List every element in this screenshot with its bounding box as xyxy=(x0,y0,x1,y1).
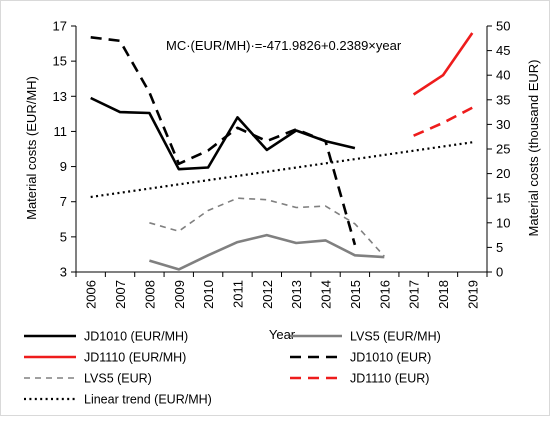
y-left-tick-label: 7 xyxy=(60,194,67,209)
x-tick-label: 2016 xyxy=(377,280,392,309)
series-layer xyxy=(90,32,474,271)
x-tick-label: 2018 xyxy=(436,280,451,309)
legend-label-lvs5-eur-mh: LVS5 (EUR/MH) xyxy=(350,330,441,344)
x-axis-title: Year xyxy=(269,327,296,342)
legend-label-lvs5-eur: LVS5 (EUR) xyxy=(84,372,152,386)
x-tick-label: 2008 xyxy=(142,280,157,309)
trend-equation: MC·(EUR/MH)·=-471.9826+0.2389×year xyxy=(166,38,402,53)
x-tick-label: 2011 xyxy=(230,280,245,308)
y-right-tick-label: 0 xyxy=(496,265,503,280)
y-axis-right-title: Material costs (thousand EUR) xyxy=(526,59,541,236)
y-right-tick-label: 25 xyxy=(496,142,510,157)
legend-label-jd1010-eur-mh: JD1010 (EUR/MH) xyxy=(84,330,188,344)
y-left-tick-label: 15 xyxy=(53,54,67,69)
x-tick-label: 2007 xyxy=(113,280,128,309)
y-right-tick-label: 35 xyxy=(496,92,510,107)
y-right-tick-label: 20 xyxy=(496,166,510,181)
x-tick-label: 2019 xyxy=(465,280,480,309)
legend-label-jd1110-eur-mh: JD1110 (EUR/MH) xyxy=(84,351,186,365)
y-left-tick-label: 3 xyxy=(60,265,67,280)
series-line-jd1010-eur xyxy=(90,36,357,246)
x-tick-label: 2014 xyxy=(319,280,334,309)
legend-label-linear-trend-eur-mh: Linear trend (EUR/MH) xyxy=(84,393,212,407)
series-line-lvs5-eur xyxy=(149,197,385,257)
x-tick-label: 2013 xyxy=(289,280,304,309)
series-line-jd1110-eur-mh xyxy=(412,32,474,96)
legend: JD1010 (EUR/MH) LVS5 (EUR/MH) JD1110 (EUR/… xyxy=(24,330,441,407)
y-right-tick-label: 45 xyxy=(496,43,510,58)
legend-label-jd1010-eur: JD1010 (EUR) xyxy=(350,351,431,365)
y-left-tick-label: 13 xyxy=(53,89,67,104)
y-left-tick-label: 17 xyxy=(53,19,67,34)
y-left-tick-label: 5 xyxy=(60,229,67,244)
y-right-tick-label: 30 xyxy=(496,117,510,132)
series-line-jd1110-eur xyxy=(413,106,473,137)
y-right-tick-label: 10 xyxy=(496,215,510,230)
x-tick-label: 2012 xyxy=(260,280,275,309)
legend-label-jd1110-eur: JD1110 (EUR) xyxy=(350,372,429,386)
y-axis-left-title: Material costs (EUR/MH) xyxy=(24,76,39,220)
series-line-lvs5-eur-mh xyxy=(149,233,385,271)
y-right-tick-label: 50 xyxy=(496,19,510,34)
y-right-tick-label: 40 xyxy=(496,68,510,83)
x-tick-label: 2006 xyxy=(84,280,99,309)
y-left-tick-label: 11 xyxy=(54,124,68,139)
x-tick-label: 2017 xyxy=(407,280,422,309)
y-right-tick-label: 15 xyxy=(496,191,510,206)
x-tick-label: 2009 xyxy=(172,280,187,309)
y-right-tick-label: 5 xyxy=(496,240,503,255)
x-tick-label: 2010 xyxy=(201,280,216,309)
y-left-tick-label: 9 xyxy=(60,159,67,174)
x-tick-label: 2015 xyxy=(348,280,363,309)
